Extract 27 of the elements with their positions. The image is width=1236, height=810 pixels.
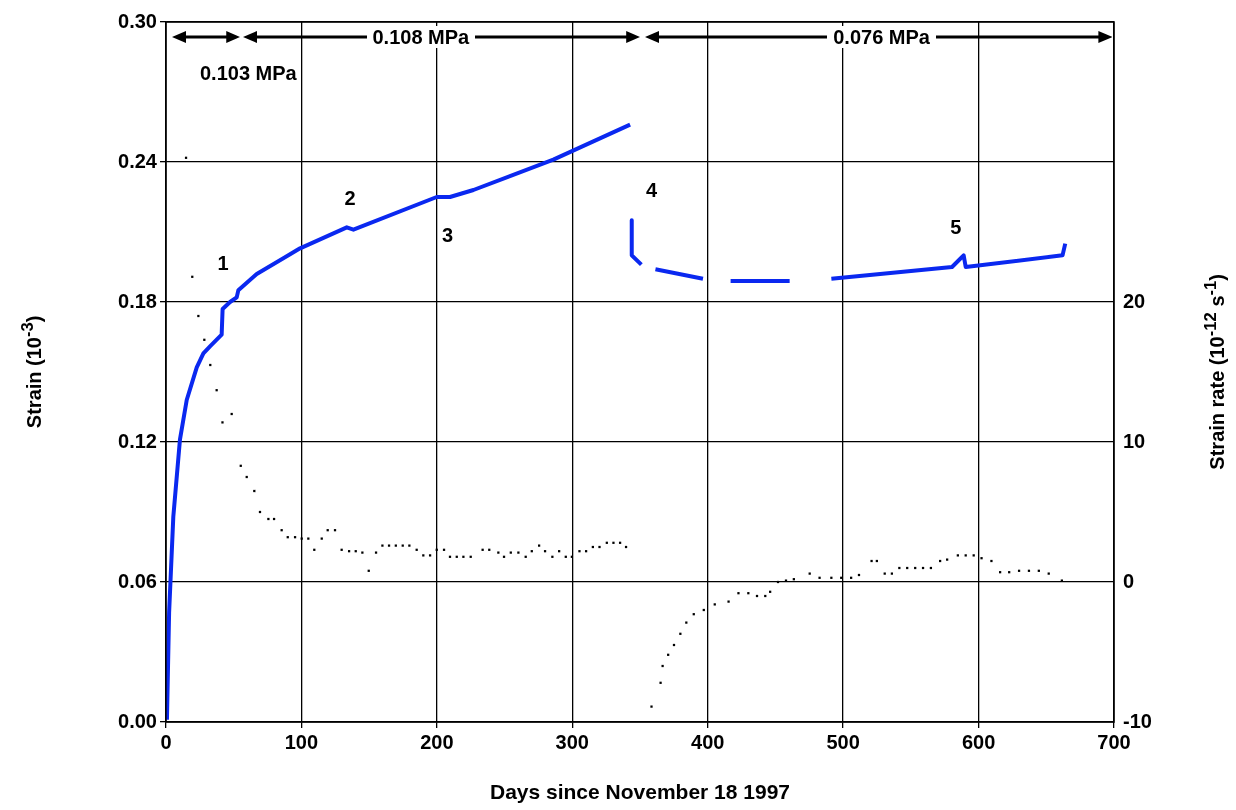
y-tick-label: 0.12 [118,429,157,452]
annotation: 1 [216,251,230,274]
y2-tick-label: 10 [1123,429,1146,452]
y-tick-label: 0.24 [118,149,158,172]
x-tick-label: 100 [284,730,319,753]
annotation: 0.103 MPa [198,62,298,85]
annotation: 0.076 MPa [827,25,936,48]
annotation: 5 [949,216,963,239]
y-tick-label: 0.30 [118,9,157,32]
annotation: 4 [644,179,658,201]
y-tick-label: 0.00 [118,709,157,732]
y2-tick-label: 20 [1123,289,1146,312]
x-tick-label: 600 [961,730,996,753]
x-tick-label: 200 [420,730,454,753]
x-tick-label: 0 [160,730,172,753]
y2-tick-label: 0 [1123,569,1135,592]
x-axis-title: Days since November 18 1997 [489,780,791,804]
x-tick-label: 300 [555,730,589,753]
x-tick-label: 400 [691,730,725,753]
y2-tick-label: -10 [1123,709,1152,732]
y-tick-label: 0.18 [118,289,157,312]
x-tick-label: 700 [1097,730,1131,753]
annotation: 2 [343,186,357,209]
annotation: 3 [441,223,455,246]
y-tick-label: 0.06 [118,569,157,592]
x-tick-label: 500 [826,730,860,753]
annotation: 0.108 MPa [366,25,476,48]
